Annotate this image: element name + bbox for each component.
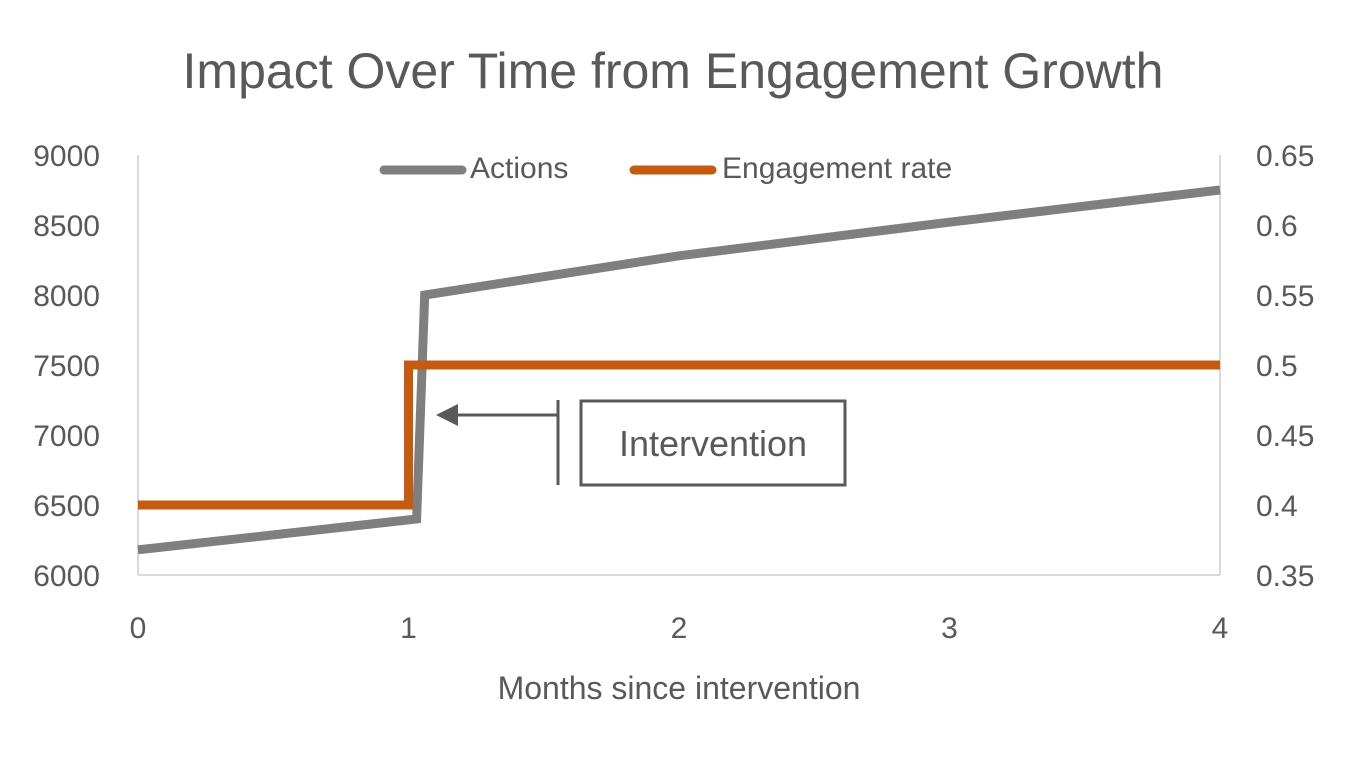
y-tick-label: 9000 bbox=[33, 140, 100, 173]
right-axis-ticks: 0.35 0.4 0.45 0.5 0.55 0.6 0.65 bbox=[1256, 140, 1314, 593]
annotation-arrow-icon bbox=[436, 404, 458, 426]
x-axis-ticks: 0 1 2 3 4 bbox=[130, 612, 1229, 645]
series-layer bbox=[137, 185, 1221, 555]
y-tick-label: 7500 bbox=[33, 350, 100, 383]
y-tick-label: 6500 bbox=[33, 490, 100, 523]
y-tick-label: 7000 bbox=[33, 420, 100, 453]
legend-label-actions: Actions bbox=[470, 152, 568, 185]
y2-tick-label: 0.65 bbox=[1256, 140, 1314, 173]
annotation-label: Intervention bbox=[619, 423, 807, 464]
x-tick-label: 0 bbox=[130, 612, 147, 645]
legend: Actions Engagement rate bbox=[379, 152, 952, 185]
intervention-annotation: Intervention bbox=[436, 399, 847, 487]
x-axis-title: Months since intervention bbox=[498, 670, 861, 706]
y2-tick-label: 0.6 bbox=[1256, 210, 1298, 243]
y-tick-label: 8500 bbox=[33, 210, 100, 243]
x-tick-label: 1 bbox=[400, 612, 417, 645]
y-tick-label: 6000 bbox=[33, 560, 100, 593]
series-line-actions bbox=[137, 185, 1221, 555]
legend-label-engagement-rate: Engagement rate bbox=[722, 152, 952, 185]
x-tick-label: 2 bbox=[671, 612, 688, 645]
y2-tick-label: 0.55 bbox=[1256, 280, 1314, 313]
y-tick-label: 8000 bbox=[33, 280, 100, 313]
x-tick-label: 3 bbox=[941, 612, 958, 645]
x-tick-label: 4 bbox=[1212, 612, 1229, 645]
y2-tick-label: 0.5 bbox=[1256, 350, 1298, 383]
annotation-box bbox=[579, 399, 847, 487]
left-axis-ticks: 6000 6500 7000 7500 8000 8500 9000 bbox=[33, 140, 100, 593]
y2-tick-label: 0.45 bbox=[1256, 420, 1314, 453]
chart-title: Impact Over Time from Engagement Growth bbox=[183, 43, 1164, 99]
series-line-engagement-rate bbox=[138, 360, 1220, 510]
y2-tick-label: 0.4 bbox=[1256, 490, 1298, 523]
y2-tick-label: 0.35 bbox=[1256, 560, 1314, 593]
